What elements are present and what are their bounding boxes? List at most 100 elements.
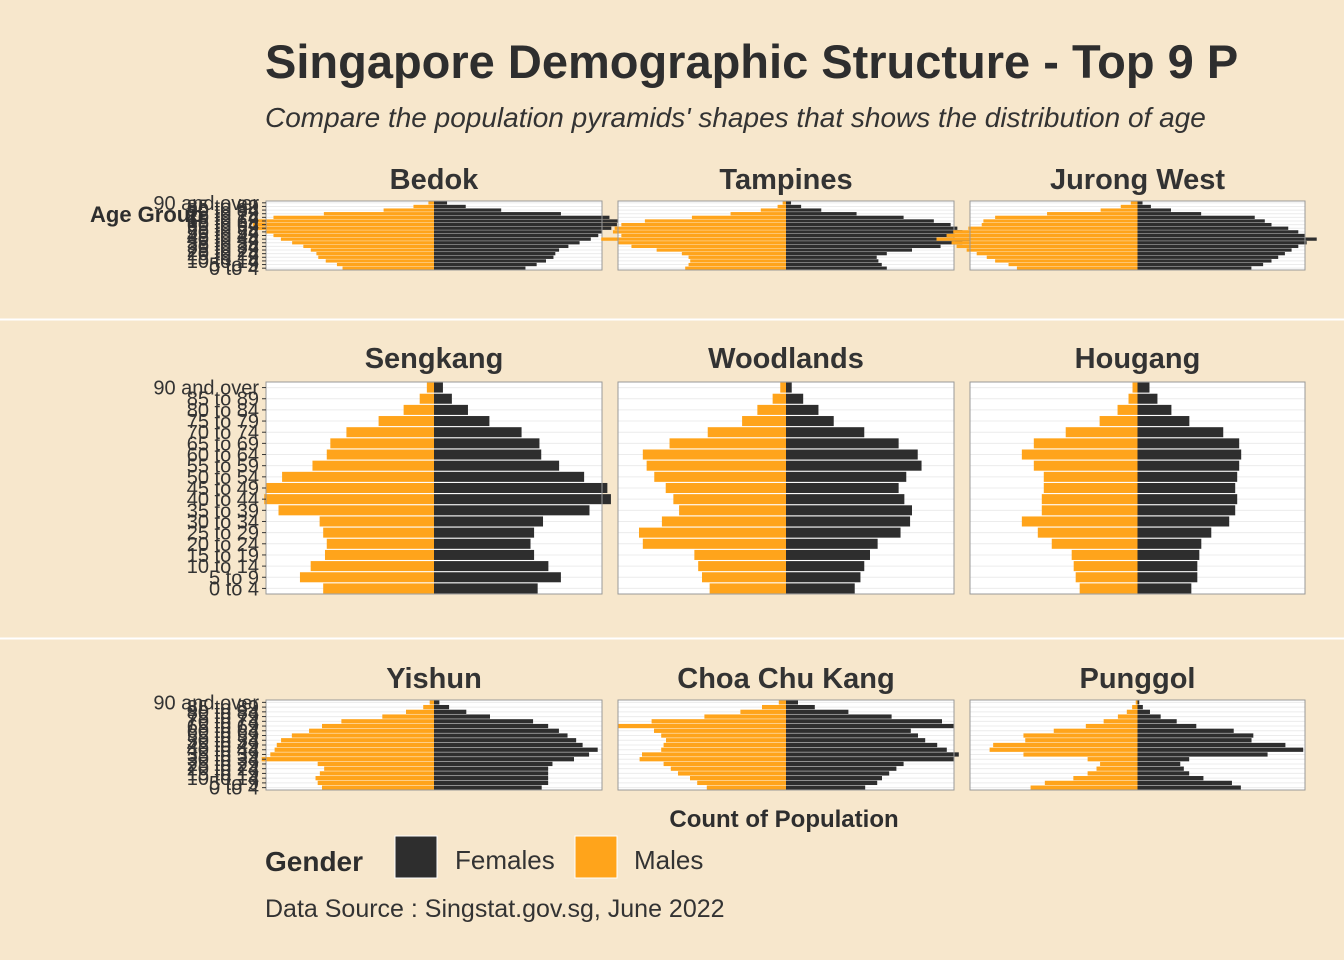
bar-males-85-to-89	[762, 704, 786, 710]
bar-males-30-to-34	[261, 757, 434, 762]
bar-females-0-to-4	[786, 583, 855, 594]
legend-label-males: Males	[634, 845, 703, 875]
y-tick-label: 35 to 39	[187, 233, 259, 255]
bar-males-90-and-over	[778, 700, 786, 705]
bar-females-85-to-89	[786, 704, 815, 710]
bar-males-85-to-89	[1128, 393, 1138, 404]
bar-females-90-and-over	[434, 382, 443, 393]
bar-males-85-to-89	[423, 704, 434, 710]
bar-females-55-to-59	[434, 226, 612, 230]
bar-females-20-to-24	[434, 766, 549, 771]
bar-males-30-to-34	[303, 244, 434, 249]
bar-males-65-to-69	[983, 219, 1138, 223]
panel-border	[617, 381, 955, 595]
bar-males-45-to-49	[266, 482, 434, 494]
y-tick-label: 35 to 39	[187, 744, 259, 766]
bar-females-25-to-29	[786, 248, 912, 252]
y-tick-label: 60 to 64	[187, 445, 259, 467]
y-tick-label: 85 to 89	[187, 389, 259, 411]
bar-males-20-to-24	[316, 252, 434, 256]
bar-males-20-to-24	[1096, 766, 1138, 771]
bar-males-15-to-19	[986, 255, 1138, 259]
bar-males-50-to-54	[612, 230, 786, 234]
bar-females-60-to-64	[1137, 449, 1242, 460]
bar-males-35-to-39	[618, 241, 786, 245]
bar-females-60-to-64	[786, 449, 918, 460]
bar-males-0-to-4	[1016, 266, 1138, 270]
bar-females-55-to-59	[786, 460, 922, 471]
bar-females-75-to-79	[434, 416, 490, 427]
y-tick-label: 15 to 19	[187, 247, 259, 269]
bar-males-90-and-over	[1130, 201, 1138, 205]
bar-males-65-to-69	[1085, 723, 1138, 729]
bar-females-35-to-39	[434, 241, 580, 245]
bar-males-90-and-over	[429, 700, 434, 705]
bar-males-45-to-49	[621, 233, 786, 238]
bar-females-25-to-29	[1137, 248, 1292, 252]
y-tick-label: 85 to 89	[187, 697, 259, 719]
bar-females-5-to-9	[1137, 572, 1198, 583]
bar-females-25-to-29	[434, 248, 560, 252]
bar-females-15-to-19	[434, 771, 549, 776]
bar-females-40-to-44	[434, 747, 598, 752]
bar-females-90-and-over	[1137, 700, 1140, 705]
bar-males-35-to-39	[1041, 505, 1138, 516]
bar-females-30-to-34	[434, 757, 574, 762]
bar-males-75-to-79	[742, 416, 786, 427]
bar-females-65-to-69	[434, 723, 549, 729]
bar-females-0-to-4	[1137, 266, 1252, 270]
bar-females-30-to-34	[786, 757, 954, 762]
bar-males-55-to-59	[1033, 460, 1138, 471]
y-tick-label: 25 to 29	[187, 754, 259, 776]
bar-females-0-to-4	[786, 785, 866, 790]
bar-males-0-to-4	[322, 785, 434, 790]
bar-males-85-to-89	[419, 393, 434, 404]
bar-males-65-to-69	[644, 219, 786, 223]
bar-males-20-to-24	[324, 766, 434, 771]
bar-males-50-to-54	[282, 471, 434, 482]
bar-males-75-to-79	[378, 416, 434, 427]
bar-females-45-to-49	[434, 742, 583, 748]
bar-males-25-to-29	[639, 527, 786, 538]
bar-males-0-to-4	[1030, 785, 1138, 790]
bar-males-40-to-44	[661, 747, 786, 752]
bar-females-80-to-84	[1137, 404, 1172, 415]
bar-males-70-to-74	[273, 215, 434, 219]
y-tick-label: 75 to 79	[187, 411, 259, 433]
bar-males-90-and-over	[780, 382, 786, 393]
bar-females-15-to-19	[434, 255, 554, 259]
bar-females-70-to-74	[1137, 427, 1224, 438]
bar-females-40-to-44	[434, 494, 611, 505]
bar-males-10-to-14	[310, 561, 434, 572]
bar-females-45-to-49	[1137, 742, 1286, 748]
bar-males-10-to-14	[1073, 776, 1138, 781]
bar-females-85-to-89	[786, 204, 802, 209]
bar-males-10-to-14	[690, 776, 786, 781]
bar-males-65-to-69	[322, 723, 434, 729]
bar-females-65-to-69	[786, 723, 954, 729]
facet-title: Hougang	[1075, 343, 1201, 375]
bar-males-15-to-19	[678, 771, 786, 776]
bar-males-25-to-29	[317, 761, 434, 767]
y-tick-label: 55 to 59	[187, 456, 259, 478]
bar-males-55-to-59	[312, 460, 434, 471]
bar-males-25-to-29	[310, 248, 434, 252]
y-tick-label: 55 to 59	[187, 726, 259, 748]
bar-males-0-to-4	[323, 583, 434, 594]
bar-females-20-to-24	[786, 766, 897, 771]
bar-females-55-to-59	[1137, 460, 1240, 471]
panel-border	[617, 699, 955, 791]
bar-males-20-to-24	[326, 538, 434, 549]
bar-males-40-to-44	[936, 237, 1138, 241]
bar-females-55-to-59	[786, 226, 958, 230]
bar-males-55-to-59	[646, 460, 786, 471]
bar-females-65-to-69	[434, 219, 623, 223]
bar-males-70-to-74	[707, 427, 786, 438]
bar-females-5-to-9	[1137, 780, 1232, 786]
x-axis-title: Count of Population	[669, 806, 898, 833]
bar-males-55-to-59	[614, 226, 786, 230]
bar-males-75-to-79	[382, 714, 434, 719]
y-tick-label: 85 to 89	[187, 196, 259, 218]
bar-females-10-to-14	[1137, 776, 1204, 781]
bar-females-0-to-4	[1137, 583, 1192, 594]
